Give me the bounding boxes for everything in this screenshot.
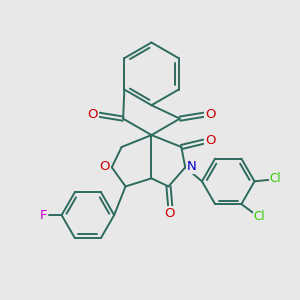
Text: O: O xyxy=(87,108,98,121)
Text: N: N xyxy=(187,160,196,173)
Text: O: O xyxy=(164,207,175,220)
Text: F: F xyxy=(40,209,47,222)
Text: O: O xyxy=(99,160,110,173)
Text: O: O xyxy=(206,134,216,147)
Text: Cl: Cl xyxy=(254,210,265,223)
Text: O: O xyxy=(206,108,216,121)
Text: Cl: Cl xyxy=(270,172,281,185)
